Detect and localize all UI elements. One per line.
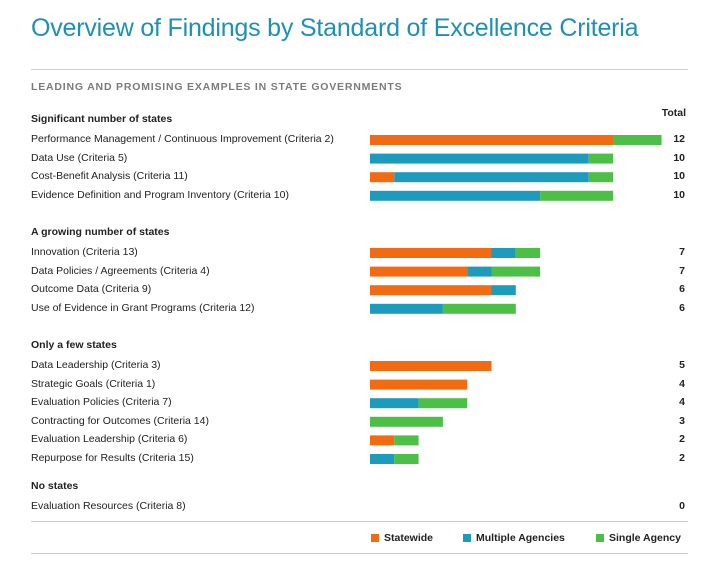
total-column-header: Total — [661, 107, 686, 119]
bar-segment-single — [394, 435, 419, 446]
bottom-divider — [31, 553, 688, 554]
bar-segment-statewide — [370, 285, 492, 296]
page-title: Overview of Findings by Standard of Exce… — [31, 14, 639, 42]
category-label: Data Leadership (Criteria 3) — [31, 359, 161, 371]
legend-swatch — [371, 534, 379, 542]
bar-segment-multiple — [370, 454, 395, 464]
bar-segment-multiple — [491, 285, 516, 296]
legend-item: Multiple Agencies — [463, 532, 565, 544]
bar-segment-statewide — [370, 266, 468, 277]
row-total-value: 3 — [679, 414, 685, 427]
bar-segment-statewide — [370, 379, 468, 390]
bar-segment-single — [515, 248, 541, 258]
category-label: Data Use (Criteria 5) — [31, 151, 128, 164]
row-total-value: 12 — [673, 133, 685, 145]
bar-segment-single — [540, 190, 613, 201]
row-total-value: 7 — [679, 264, 685, 277]
row-total-value: 0 — [679, 500, 685, 512]
bar-segment-multiple — [394, 172, 589, 183]
legend-swatch — [463, 534, 471, 542]
category-label: Evaluation Policies (Criteria 7) — [31, 396, 172, 409]
bar-segment-single — [613, 135, 662, 145]
bar-segment-single — [394, 454, 419, 464]
category-label: Strategic Goals (Criteria 1) — [31, 377, 156, 390]
row-total-value: 10 — [673, 151, 685, 164]
bar-segment-multiple — [370, 153, 589, 164]
legend-item: Statewide — [371, 532, 433, 544]
row-total-value: 6 — [679, 301, 685, 314]
top-divider — [31, 69, 688, 70]
bar-segment-multiple — [467, 266, 492, 277]
category-label: Outcome Data (Criteria 9) — [31, 283, 152, 296]
bar-segment-statewide — [370, 172, 395, 183]
bar-segment-single — [418, 398, 468, 409]
bar-segment-statewide — [370, 248, 492, 258]
bar-segment-single — [370, 416, 443, 427]
row-total-value: 4 — [679, 396, 685, 409]
group-header: Significant number of states — [31, 113, 173, 125]
bar-segment-single — [588, 153, 613, 164]
category-label: Evidence Definition and Program Inventor… — [31, 188, 289, 201]
category-label: Use of Evidence in Grant Programs (Crite… — [31, 301, 255, 314]
bar-segment-multiple — [370, 303, 443, 314]
category-label: Evaluation Leadership (Criteria 6) — [31, 433, 188, 446]
group-header: A growing number of states — [31, 226, 170, 238]
bar-segment-single — [442, 303, 516, 314]
category-label: Contracting for Outcomes (Criteria 14) — [31, 414, 209, 427]
row-total-value: 2 — [679, 452, 685, 464]
row-total-value: 10 — [673, 188, 685, 201]
category-label: Data Policies / Agreements (Criteria 4) — [31, 264, 210, 277]
group-header: Only a few states — [31, 339, 117, 351]
row-total-value: 5 — [679, 359, 685, 371]
bar-segment-multiple — [370, 398, 419, 409]
category-label: Performance Management / Continuous Impr… — [31, 133, 334, 145]
bar-segment-statewide — [370, 435, 395, 446]
group-header: No states — [31, 480, 79, 492]
bar-segment-single — [588, 172, 613, 183]
legend-label: Multiple Agencies — [476, 532, 565, 544]
category-label: Repurpose for Results (Criteria 15) — [31, 452, 194, 464]
bar-segment-single — [491, 266, 541, 277]
category-label: Cost-Benefit Analysis (Criteria 11) — [31, 170, 188, 183]
row-total-value: 7 — [679, 246, 685, 258]
legend-label: Single Agency — [609, 532, 681, 544]
legend-item: Single Agency — [596, 532, 681, 544]
bar-segment-multiple — [491, 248, 516, 258]
row-total-value: 4 — [679, 377, 685, 390]
legend-swatch — [596, 534, 604, 542]
category-label: Evaluation Resources (Criteria 8) — [31, 500, 186, 512]
legend-label: Statewide — [384, 532, 434, 544]
legend: Statewide Multiple Agencies Single Agency — [0, 532, 708, 546]
category-label: Innovation (Criteria 13) — [31, 246, 138, 258]
row-total-value: 2 — [679, 433, 685, 446]
legend-top-divider — [31, 521, 688, 522]
row-total-value: 6 — [679, 283, 685, 296]
bar-segment-multiple — [370, 190, 541, 201]
row-total-value: 10 — [673, 170, 685, 183]
bar-segment-statewide — [370, 135, 613, 145]
page-subtitle: LEADING AND PROMISING EXAMPLES IN STATE … — [31, 81, 403, 93]
bar-segment-statewide — [370, 361, 492, 371]
